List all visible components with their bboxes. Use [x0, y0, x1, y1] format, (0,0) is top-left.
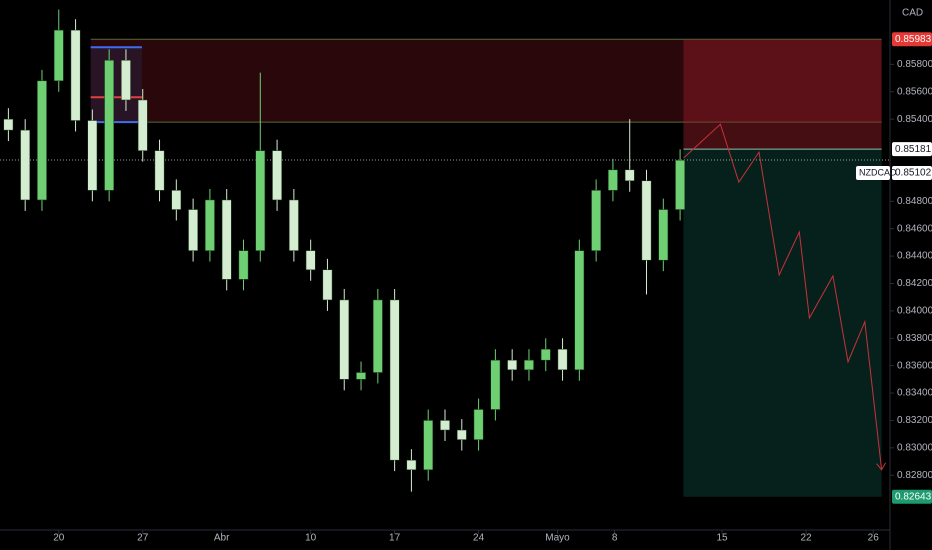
target-label-bg [892, 489, 932, 504]
y-tick-label: 0.85800 [897, 59, 932, 70]
projection-arrow [876, 462, 887, 471]
candle-body [608, 169, 618, 191]
x-tick-label: 8 [612, 533, 618, 544]
y-tick-label: 0.83800 [897, 333, 932, 344]
y-tick-label: 0.83000 [897, 442, 932, 453]
candle-body [104, 60, 115, 191]
y-tick-label: 0.83600 [897, 360, 932, 371]
candle-body [356, 372, 366, 380]
candle-body [87, 120, 98, 191]
candle-body [658, 209, 669, 261]
candle-body [675, 159, 685, 210]
x-tick-label: Mayo [545, 533, 570, 544]
candle-body [389, 299, 400, 461]
y-tick-label: 0.83400 [897, 388, 932, 399]
candle-body [624, 169, 635, 182]
candle-body [540, 348, 551, 361]
stop-label-bg [892, 32, 932, 47]
candle-body [574, 250, 585, 371]
candle-body [557, 348, 568, 371]
x-tick-label: 24 [473, 533, 485, 544]
y-tick-label: 0.85400 [897, 114, 932, 125]
candle-body [272, 150, 282, 201]
candle-body [322, 269, 333, 301]
candle-body [473, 409, 484, 440]
candle-body [423, 420, 434, 470]
y-tick-label: 0.84600 [897, 223, 932, 234]
x-tick-label: 20 [53, 533, 65, 544]
x-tick-label: Abr [214, 533, 230, 544]
candle-body [53, 29, 64, 82]
candle-body [121, 60, 131, 101]
entry-label: 0.85181 [895, 144, 932, 155]
candle-body [3, 118, 14, 131]
target-label: 0.82643 [895, 491, 932, 502]
y-tick-label: 0.84200 [897, 278, 932, 289]
entry-label-bg [892, 142, 932, 157]
candle-body [154, 150, 165, 191]
candle-body [238, 250, 249, 280]
candle-body [456, 429, 467, 440]
projection-line [683, 123, 883, 470]
candle-body [591, 190, 602, 251]
candle-body [255, 150, 266, 251]
candle-body [406, 459, 417, 470]
supply-zone [90, 39, 882, 123]
candle-body [490, 359, 501, 410]
candle-body [289, 199, 299, 251]
candle-body [137, 99, 148, 151]
x-tick-label: 15 [717, 533, 729, 544]
currency: CAD [902, 8, 923, 19]
x-tick-label: 26 [868, 533, 880, 544]
candle-body [440, 420, 450, 431]
candle-body [37, 80, 47, 201]
y-tick-label: 0.84000 [897, 306, 932, 317]
x-tick-label: 22 [800, 533, 812, 544]
candle-body [221, 199, 232, 280]
x-tick-label: 17 [389, 533, 401, 544]
candle-body [205, 199, 215, 251]
y-tick-label: 0.85600 [897, 86, 932, 97]
last-price-bg [892, 165, 932, 180]
x-tick-label: 27 [137, 533, 149, 544]
candle-body [188, 209, 198, 251]
candle-body [339, 299, 350, 380]
candle-body [524, 359, 534, 371]
symbol-label: NZDCAD [859, 167, 897, 177]
candle-body [507, 359, 518, 371]
symbol-bg [856, 165, 890, 180]
range-shade [90, 47, 142, 123]
stop-label: 0.85983 [895, 34, 932, 45]
reward-zone [683, 149, 882, 497]
last-price-label: 0.85102 [895, 168, 932, 179]
y-tick-label: 0.82800 [897, 470, 932, 481]
x-tick-label: 10 [305, 533, 317, 544]
candle-body [372, 299, 383, 373]
y-tick-label: 0.83200 [897, 415, 932, 426]
candle-body [70, 29, 81, 121]
risk-zone [683, 39, 882, 150]
y-tick-label: 0.84400 [897, 251, 932, 262]
candle-body [171, 190, 182, 210]
y-tick-label: 0.84800 [897, 196, 932, 207]
candle-body [305, 250, 316, 271]
candle-body [641, 180, 652, 261]
candle-body [20, 129, 31, 201]
